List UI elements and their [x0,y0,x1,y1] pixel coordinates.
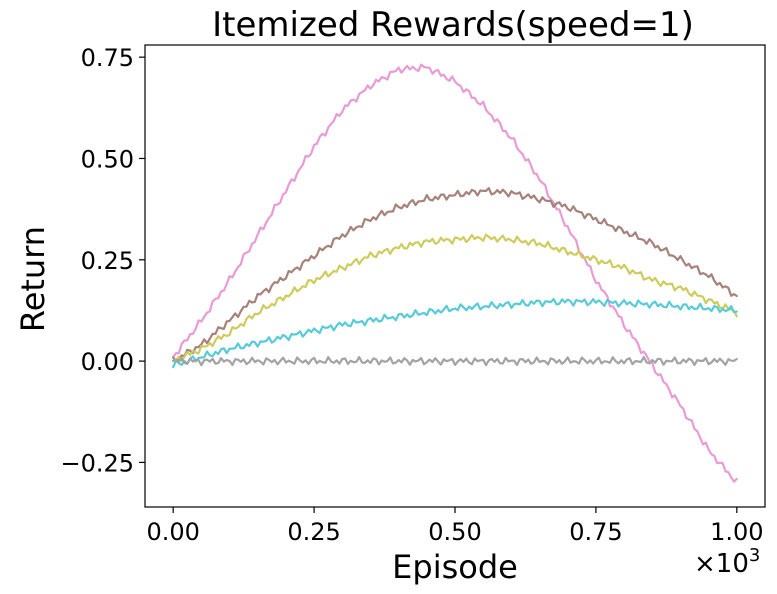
series-layer [172,63,738,483]
x-axis-multiplier-base: ×10 [694,549,749,579]
y-axis-label: Return [14,226,52,332]
x-axis-ticks: 0.00 0.25 0.50 0.75 1.00 [146,507,764,546]
y-tick-label: 0.50 [81,145,134,173]
y-tick-label: −0.25 [60,449,134,477]
y-tick-label: 0.00 [81,348,134,376]
x-tick-label: 0.75 [569,518,622,546]
y-axis-ticks: −0.25 0.00 0.25 0.50 0.75 [60,44,145,477]
y-tick-label: 0.75 [81,44,134,72]
series-line [172,233,738,362]
plot-frame [144,44,766,508]
x-tick-label: 1.00 [710,518,763,546]
series-line [172,187,738,363]
x-tick-label: 0.50 [428,518,481,546]
series-line [172,297,738,369]
y-tick-label: 0.25 [81,247,134,275]
x-tick-label: 0.00 [146,518,199,546]
chart-title: Itemized Rewards(speed=1) [212,5,694,45]
x-axis-multiplier: ×103 [694,545,760,579]
x-tick-label: 0.25 [287,518,340,546]
series-line [172,63,738,483]
series-line [172,356,738,367]
x-axis-label: Episode [392,548,518,586]
x-axis-multiplier-exponent: 3 [749,545,760,566]
